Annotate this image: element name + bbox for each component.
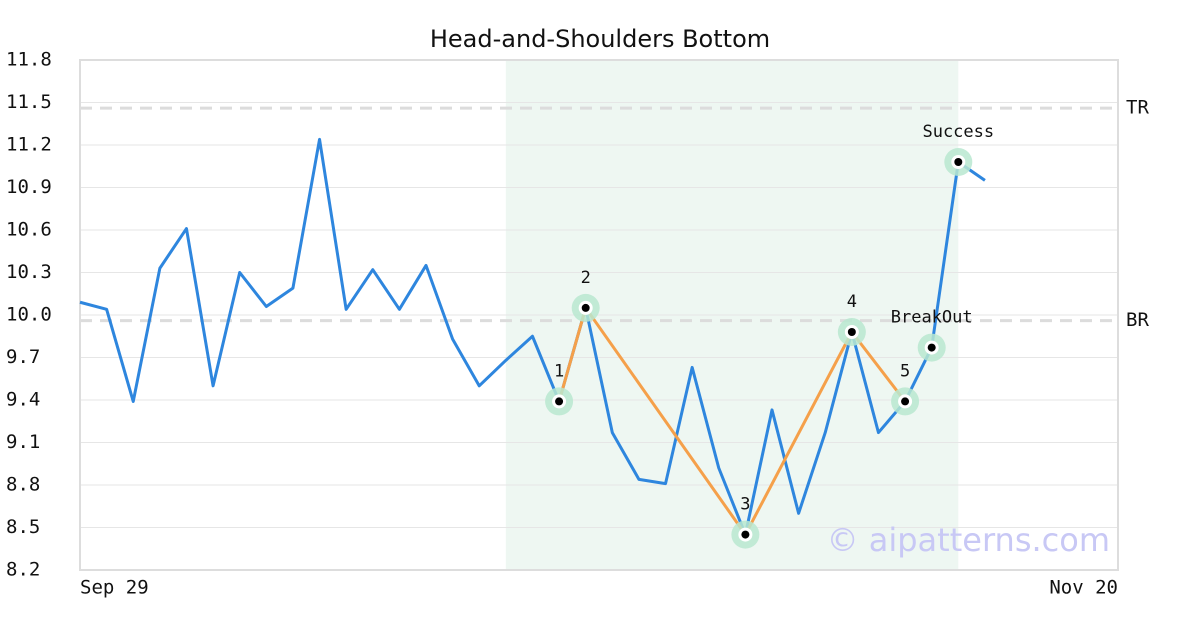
y-tick-label: 8.8 — [6, 474, 40, 496]
marker-label: 4 — [847, 292, 857, 312]
marker-label: 5 — [900, 361, 910, 381]
y-tick-label: 8.2 — [6, 559, 40, 581]
y-tick-label: 11.8 — [6, 49, 52, 71]
y-tick-label: 10.3 — [6, 261, 52, 283]
x-tick-label: Nov 20 — [1049, 577, 1118, 599]
y-tick-label: 11.5 — [6, 91, 52, 113]
price-line — [79, 137, 986, 537]
y-tick-label: 9.1 — [6, 431, 40, 453]
marker-dot — [927, 343, 936, 352]
level-label: BR — [1126, 309, 1149, 331]
y-tick-label: 9.7 — [6, 346, 40, 368]
marker-dot — [847, 328, 856, 336]
marker-dot — [954, 158, 963, 166]
marker-dot — [741, 530, 750, 539]
y-tick-label: 11.2 — [6, 134, 52, 156]
marker-label: Success — [922, 122, 994, 142]
chart-title: Head-and-Shoulders Bottom — [430, 25, 770, 53]
y-tick-label: 10.0 — [6, 304, 52, 326]
y-tick-label: 8.5 — [6, 516, 40, 538]
marker-label: 3 — [740, 495, 750, 515]
y-tick-label: 9.4 — [6, 389, 40, 411]
marker-label: 2 — [581, 268, 591, 288]
marker-label: 1 — [554, 361, 564, 381]
watermark: © aipatterns.com — [827, 521, 1110, 559]
marker-dot — [581, 303, 590, 312]
y-tick-label: 10.9 — [6, 176, 52, 198]
marker-dot — [555, 397, 564, 406]
y-tick-label: 10.6 — [6, 219, 52, 241]
marker-label: BreakOut — [891, 308, 973, 328]
x-tick-label: Sep 29 — [80, 577, 149, 599]
level-label: TR — [1126, 97, 1149, 119]
plot-frame — [79, 59, 1119, 571]
marker-dot — [901, 397, 910, 406]
